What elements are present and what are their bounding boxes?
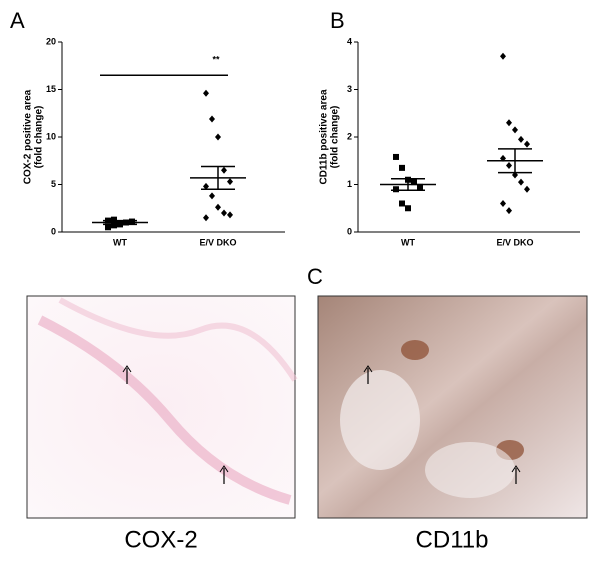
x-tick-label: E/V DKO [496,237,533,247]
data-point [209,192,215,200]
data-point [111,216,117,223]
data-point [399,200,405,207]
significance-label: ** [212,55,220,65]
error-bar [103,219,137,226]
data-point [506,119,512,127]
caption: CD11b [416,526,489,553]
y-tick-label: 4 [347,36,352,46]
x-tick-label: WT [401,237,415,247]
error-bar [391,178,425,191]
data-point [227,178,233,186]
data-point [203,182,209,190]
x-tick-label: WT [113,237,127,247]
y-tick-label: 10 [46,131,56,141]
y-tick-label: 3 [347,84,352,94]
y-tick-label: 2 [347,131,352,141]
y-tick-label: 0 [347,226,352,236]
error-bar [201,165,235,190]
data-point [221,209,227,217]
y-axis-label: CD11b positive area [319,89,330,184]
data-point [203,214,209,222]
data-point [524,185,530,193]
data-point [500,52,506,60]
y-tick-label: 5 [51,179,56,189]
y-axis-label: COX-2 positive area [23,89,34,184]
y-tick-label: 0 [51,226,56,236]
data-point [512,126,518,134]
micrograph-right [317,295,588,519]
data-point [227,211,233,219]
data-point [500,200,506,207]
data-point [399,164,405,171]
micrograph-left [26,295,298,519]
data-point [524,140,530,148]
data-point [506,207,512,215]
data-point [393,153,399,160]
data-point [105,224,111,231]
y-axis-label: (fold change) [330,106,341,169]
data-point [215,133,221,141]
panel-label: A [10,8,25,33]
y-axis-label: (fold change) [34,106,45,169]
data-point [129,218,135,225]
data-point [111,222,117,229]
data-point [221,166,227,174]
x-tick-label: E/V DKO [199,237,236,247]
data-point [417,183,423,190]
data-point [203,89,209,97]
y-tick-label: 15 [46,84,56,94]
y-tick-label: 20 [46,36,56,46]
data-point [393,186,399,193]
data-point [506,162,512,169]
panel-label: B [330,8,345,33]
y-tick-label: 1 [347,179,352,189]
data-point [405,205,411,212]
panel-label: C [307,264,323,289]
error-bar [498,148,532,174]
caption: COX-2 [124,526,197,553]
data-point [518,135,524,143]
data-point [215,203,221,211]
data-point [209,115,215,123]
data-point [411,179,417,186]
data-point [518,178,524,186]
